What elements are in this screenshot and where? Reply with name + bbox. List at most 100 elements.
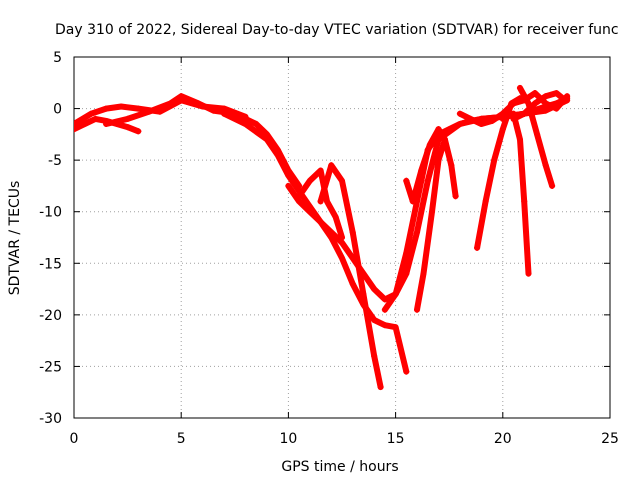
data-point	[521, 110, 528, 117]
data-point	[306, 177, 313, 184]
axis-ticks	[73, 56, 611, 419]
series-line	[221, 110, 410, 375]
data-point	[74, 121, 77, 128]
data-point	[285, 182, 292, 189]
data-point	[124, 124, 131, 131]
data-point	[446, 126, 453, 133]
series-sat-k	[435, 126, 459, 200]
data-point	[317, 219, 324, 226]
data-point	[531, 90, 538, 97]
series-sat-p	[516, 84, 556, 189]
plot-frame	[73, 56, 611, 419]
data-point	[332, 213, 339, 220]
data-point	[478, 121, 485, 128]
data-point	[409, 198, 416, 205]
data-point	[242, 121, 249, 128]
data-point	[542, 93, 549, 100]
data-point	[489, 117, 496, 124]
x-tick-label: 10	[279, 431, 297, 447]
data-point	[371, 317, 378, 324]
data-point	[452, 193, 459, 200]
data-point	[323, 198, 330, 205]
chart-title: Day 310 of 2022, Sidereal Day-to-day VTE…	[55, 22, 619, 38]
data-point	[195, 100, 202, 107]
series-sat-n	[499, 110, 532, 277]
data-point	[124, 115, 131, 122]
x-tick-label: 20	[494, 431, 512, 447]
y-tick-label: -5	[48, 153, 62, 169]
data-point	[339, 177, 345, 184]
data-point	[88, 110, 95, 117]
y-tick-label: -25	[39, 359, 62, 375]
data-point	[474, 244, 481, 251]
data-point	[448, 162, 455, 169]
data-point	[392, 324, 399, 331]
data-point	[456, 110, 463, 117]
series-sat-e	[317, 162, 384, 391]
data-point	[360, 291, 367, 298]
data-point	[516, 95, 523, 102]
data-point	[499, 126, 506, 133]
data-point	[253, 121, 260, 128]
series-sat-h	[381, 95, 571, 313]
data-point	[435, 157, 442, 164]
data-point	[418, 167, 425, 174]
data-point	[296, 198, 303, 205]
data-point	[429, 208, 436, 215]
data-point	[118, 103, 125, 110]
data-point	[371, 353, 378, 360]
data-point	[553, 105, 560, 112]
x-tick-labels: 0 5 10 15 20 25	[70, 431, 619, 447]
data-point	[221, 110, 228, 117]
y-tick-label: -10	[39, 205, 62, 221]
data-point	[441, 136, 448, 143]
data-point	[542, 162, 549, 169]
data-point	[146, 108, 153, 115]
data-point	[167, 100, 174, 107]
series-line	[499, 110, 532, 277]
x-tick-label: 5	[177, 431, 186, 447]
series-line	[296, 167, 345, 241]
data-point	[542, 100, 549, 107]
x-tick-label: 25	[601, 431, 619, 447]
data-point	[516, 136, 523, 143]
data-point	[317, 198, 324, 205]
series-line	[474, 95, 523, 251]
data-point	[521, 198, 528, 205]
data-point	[467, 115, 474, 122]
data-point	[92, 115, 99, 122]
data-point	[403, 177, 410, 184]
y-tick-label: -30	[39, 411, 62, 427]
data-point	[371, 286, 378, 293]
series-sat-m	[474, 95, 523, 251]
data-point	[525, 270, 532, 277]
data-point	[392, 291, 399, 298]
y-tick-label: -15	[39, 256, 62, 272]
x-axis-label: GPS time / hours	[281, 459, 398, 475]
data-point	[491, 157, 498, 164]
data-point	[328, 162, 335, 169]
data-point	[81, 121, 88, 128]
series-line	[510, 90, 566, 122]
data-point	[263, 136, 270, 143]
y-axis-label: SDTVAR / TECUs	[7, 181, 23, 296]
data-point	[360, 270, 367, 277]
data-point	[564, 93, 571, 100]
series-sat-a	[74, 115, 142, 135]
data-point	[553, 90, 560, 97]
data-point	[435, 126, 442, 133]
data-point	[381, 322, 388, 329]
data-point	[210, 107, 217, 114]
data-point	[103, 121, 110, 128]
y-tick-label: -20	[39, 308, 62, 324]
data-point	[456, 121, 463, 128]
data-point	[531, 100, 538, 107]
data-point	[103, 105, 110, 112]
series-sat-d	[221, 110, 410, 375]
x-tick-label: 0	[70, 431, 79, 447]
data-point	[328, 229, 335, 236]
data-point	[349, 255, 356, 262]
data-point	[178, 93, 185, 100]
data-point	[403, 368, 410, 375]
